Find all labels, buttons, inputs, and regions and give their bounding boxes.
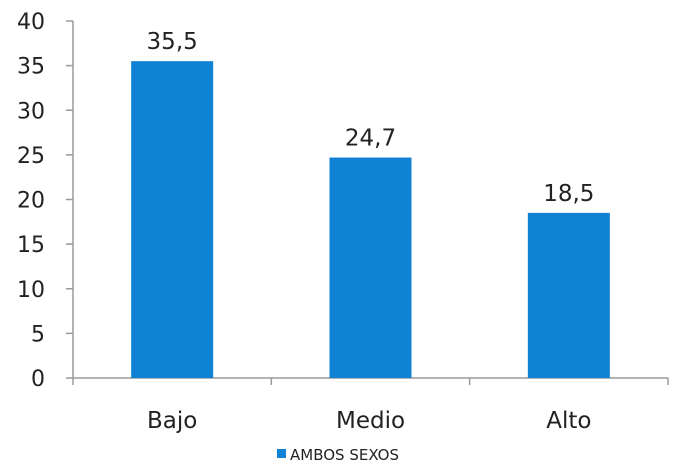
x-axis: [72, 377, 669, 385]
y-tick-label: 0: [31, 367, 45, 392]
y-tick-label: 30: [17, 99, 45, 124]
x-tick-label: Alto: [546, 408, 591, 434]
data-label: 18,5: [543, 181, 594, 207]
y-tick-label: 20: [17, 189, 45, 214]
y-tick-label: 15: [17, 233, 45, 258]
bars: 35,5 Bajo 24,7 Medio 18,5 Alto: [131, 29, 610, 434]
x-tick-label: Bajo: [147, 408, 197, 434]
y-tick-label: 5: [31, 322, 45, 347]
y-tick-label: 10: [17, 278, 45, 303]
bar-alto: [527, 212, 610, 378]
x-tick-label: Medio: [336, 408, 405, 434]
y-axis: 0 5 10 15 20 25 30 35 40: [17, 10, 74, 392]
data-label: 24,7: [345, 126, 396, 152]
y-tick-label: 35: [17, 55, 45, 80]
legend: AMBOS SEXOS: [277, 446, 399, 464]
y-tick-label: 25: [17, 144, 45, 169]
data-label: 35,5: [147, 29, 198, 55]
y-tick-label: 40: [17, 10, 45, 35]
legend-label: AMBOS SEXOS: [290, 446, 399, 464]
legend-swatch: [277, 449, 286, 458]
bar-medio: [329, 157, 412, 378]
bar-bajo: [131, 61, 214, 378]
